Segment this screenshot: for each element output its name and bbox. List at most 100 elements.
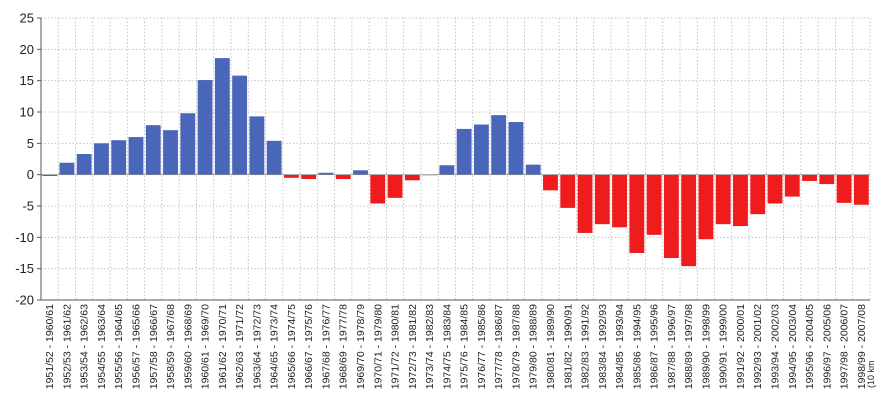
bar [681, 174, 697, 267]
x-tick-label: 1969/70 - 1978/79 [355, 304, 367, 389]
bar [819, 174, 835, 185]
x-tick-label: 1977/78 - 1986/87 [493, 304, 505, 389]
x-tick-label: 1957/58 - 1966/67 [148, 304, 160, 389]
gridlines [40, 17, 871, 301]
x-tick-label: 1952/53 - 1961/62 [61, 304, 73, 389]
bar [318, 172, 334, 175]
x-tick-label: 1958/59 - 1967/68 [165, 304, 177, 389]
y-tick-label: 10 [20, 105, 34, 120]
bar [422, 174, 438, 176]
y-tick-label: -15 [15, 261, 34, 276]
bar [197, 80, 213, 175]
x-tick-labels: 1951/52 - 1960/61 1952/53 - 1961/62 1953/5… [44, 304, 868, 389]
x-tick-label: 1973/74 - 1982/83 [424, 304, 436, 389]
bar [387, 174, 403, 198]
x-tick-label: 1993/94 - 2002/03 [770, 304, 782, 389]
y-tick-label: 25 [20, 11, 34, 26]
x-tick-label: 1998/99 - 2007/08 [856, 304, 868, 389]
bar [59, 162, 75, 175]
bar [767, 174, 783, 204]
bar [853, 174, 869, 205]
y-tick-label: 0 [27, 167, 34, 182]
bar [301, 174, 317, 180]
bar [473, 124, 489, 175]
bar [214, 58, 230, 175]
x-tick-label: 1968/69 - 1977/78 [338, 304, 350, 389]
y-tick-label: -20 [15, 293, 34, 308]
x-tick-label: 1989/90 - 1998/99 [700, 304, 712, 389]
bar [111, 140, 127, 175]
bar [353, 170, 368, 175]
x-tick-label: 1959/60 - 1968/69 [182, 304, 194, 389]
x-tick-label: 1991/92 - 2000/01 [735, 304, 747, 389]
bar [232, 75, 248, 175]
x-tick-label: 1966/67 - 1975/76 [303, 304, 315, 389]
x-tick-label: 1990/91 - 1999/00 [718, 304, 730, 389]
x-tick-label: 1965/66 - 1974/75 [286, 304, 298, 389]
x-tick-label: 1978/79 - 1987/88 [510, 304, 522, 389]
y-tick-label: -10 [15, 230, 34, 245]
y-tick-label: -5 [22, 199, 34, 214]
bar [508, 122, 524, 175]
bar [249, 116, 265, 175]
y-tick-label: 5 [27, 136, 34, 151]
x-tick-label: 1955/56 - 1964/65 [113, 304, 125, 389]
x-tick-label: 1962/63 - 1971/72 [234, 304, 246, 389]
x-tick-label: 1988/89 - 1997/98 [683, 304, 695, 389]
bar [715, 174, 731, 225]
x-tick-label: 1997/98 - 2006/07 [839, 304, 851, 389]
bar [663, 174, 679, 259]
x-tick-label: 1985/86 - 1994/95 [631, 304, 643, 389]
y-tick-labels: 25 20 15 10 5 0 -5 -10 -15 -20 [15, 11, 34, 308]
y-tick-label: 20 [20, 42, 34, 57]
bar [543, 174, 558, 191]
bar [42, 174, 58, 176]
bar [284, 174, 299, 178]
bar [577, 174, 593, 233]
bar [266, 140, 282, 175]
x-tick-label: 1967/68 - 1976/77 [320, 304, 332, 389]
bar [180, 113, 196, 175]
bar [525, 164, 541, 175]
bar [456, 128, 472, 175]
x-tick-label: 1951/52 - 1960/61 [44, 304, 56, 389]
x-tick-label: 1992/93 - 2001/02 [752, 304, 764, 389]
x-tick-label: 1984/85 - 1993/94 [614, 304, 626, 389]
bar [439, 165, 455, 175]
bar [76, 153, 92, 175]
x-tick-label: 1961/62 - 1970/71 [217, 304, 229, 389]
x-tick-label: 1960/61 - 1969/70 [200, 304, 212, 389]
x-tick-label: 1954/55 - 1963/64 [96, 304, 108, 389]
x-tick-label: 1986/87 - 1995/96 [649, 304, 661, 389]
bar [145, 125, 161, 175]
x-tick-label: 1964/65 - 1973/74 [269, 304, 281, 389]
x-tick-label: 1975/76 - 1984/85 [459, 304, 471, 389]
bar [612, 174, 627, 228]
bar [836, 174, 852, 203]
bar [784, 174, 800, 197]
x-tick-label: 1971/72 - 1980/81 [390, 304, 402, 389]
x-tick-label: 1987/88 - 1996/97 [666, 304, 678, 389]
unit-label: (10 km [866, 360, 876, 388]
bar [94, 143, 109, 175]
x-tick-label: 1980/81 - 1989/90 [545, 304, 557, 389]
bar [629, 174, 645, 253]
bar [802, 174, 817, 181]
bar [594, 174, 610, 225]
axes [37, 17, 870, 301]
bar [370, 174, 386, 204]
x-tick-label: 1981/82 - 1990/91 [562, 304, 574, 389]
x-tick-label: 1972/73 - 1981/82 [407, 304, 419, 389]
bar [335, 174, 351, 180]
x-tick-label: 1974/75 - 1983/84 [441, 304, 453, 389]
x-tick-label: 1970/71 - 1979/80 [372, 304, 384, 389]
bar [491, 115, 507, 175]
x-tick-label: 1956/57 - 1965/66 [130, 304, 142, 389]
bar [128, 137, 144, 175]
bar [733, 174, 748, 227]
bar [698, 174, 714, 240]
bar [646, 174, 662, 235]
x-tick-label: 1982/83 - 1991/92 [580, 304, 592, 389]
x-tick-label: 1953/54 - 1962/63 [79, 304, 91, 389]
